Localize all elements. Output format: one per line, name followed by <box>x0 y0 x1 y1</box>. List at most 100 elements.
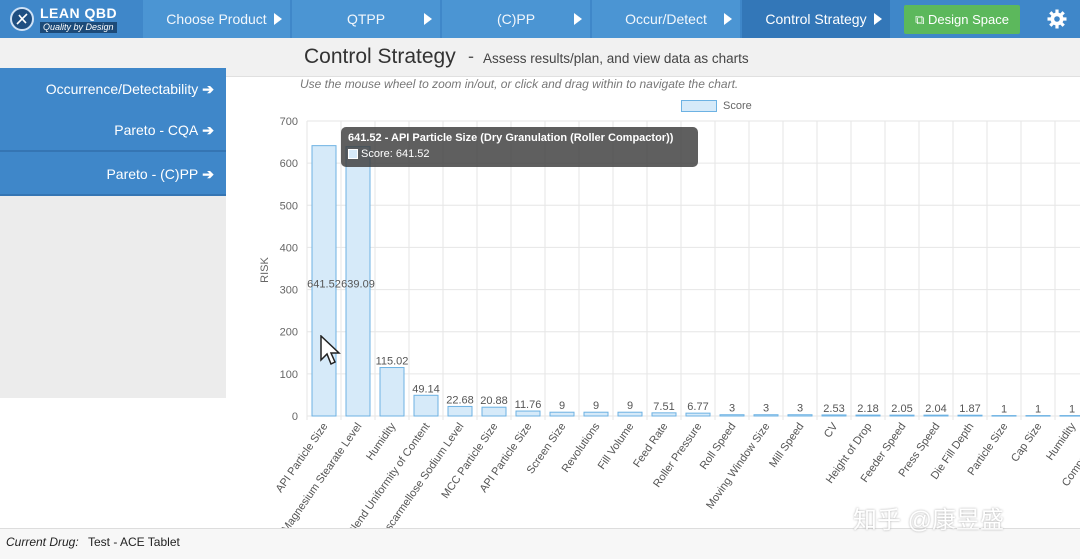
chevron-right-icon <box>424 13 432 25</box>
data-label: 3 <box>729 403 735 415</box>
bar[interactable] <box>957 414 983 417</box>
page-title-separator: - <box>468 46 474 66</box>
legend-swatch[interactable] <box>681 100 717 112</box>
logo-subtitle: Quality by Design <box>40 22 117 33</box>
gear-icon[interactable] <box>1046 8 1068 30</box>
bar[interactable] <box>1059 415 1080 417</box>
nav-step-cpp[interactable]: (C)PP <box>442 0 590 38</box>
data-label: 641.52 <box>307 278 341 290</box>
nav-step-label: Control Strategy <box>765 11 867 27</box>
page-header: Control Strategy - Assess results/plan, … <box>0 38 1080 77</box>
x-tick-label: Humidity <box>364 420 399 462</box>
nav-step-label: QTPP <box>346 11 386 27</box>
nav-step-label: (C)PP <box>496 11 536 27</box>
chevron-right-icon <box>874 13 882 25</box>
sidebar: Occurrence/Detectability ➔ Pareto - CQA ➔ … <box>0 68 226 398</box>
data-label: 7.51 <box>653 401 674 413</box>
y-tick-label: 400 <box>280 242 298 254</box>
bar[interactable] <box>447 405 473 417</box>
tooltip-title: 641.52 - API Particle Size (Dry Granulat… <box>348 132 674 144</box>
sidebar-item-label: Pareto - (C)PP <box>106 166 199 182</box>
sidebar-item-pareto-cpp[interactable]: Pareto - (C)PP ➔ <box>0 152 226 196</box>
chart-hint: Use the mouse wheel to zoom in/out, or c… <box>300 77 739 91</box>
sidebar-item-occurrence-detectability[interactable]: Occurrence/Detectability ➔ <box>0 68 226 110</box>
top-navbar: LEAN QBD Quality by Design Choose Produc… <box>0 0 1080 38</box>
data-label: 9 <box>593 400 599 412</box>
bar[interactable] <box>753 414 779 417</box>
nav-step-control-strategy[interactable]: Control Strategy <box>742 0 890 38</box>
x-tick-label: Moving Window Size <box>704 421 772 512</box>
tooltip-value: Score: 641.52 <box>361 148 430 160</box>
bar[interactable] <box>481 406 507 417</box>
design-space-button[interactable]: ⧉ Design Space <box>904 5 1020 34</box>
data-label: 2.18 <box>857 403 878 415</box>
data-label: 1 <box>1035 404 1041 416</box>
data-label: 9 <box>627 400 633 412</box>
bar[interactable] <box>787 414 813 417</box>
bar[interactable] <box>1025 415 1051 417</box>
data-label: 1.87 <box>959 403 980 415</box>
chart-tooltip: 641.52 - API Particle Size (Dry Granulat… <box>341 127 698 167</box>
x-tick-label: Humidity <box>1044 420 1079 462</box>
bar[interactable] <box>617 411 643 417</box>
data-label: 3 <box>797 403 803 415</box>
data-label: 49.14 <box>412 383 440 395</box>
nav-step-occur-detect[interactable]: Occur/Detect <box>592 0 740 38</box>
page-subtitle: Assess results/plan, and view data as ch… <box>483 51 749 66</box>
bar[interactable] <box>345 146 371 417</box>
bar[interactable] <box>719 414 745 417</box>
arrow-right-icon: ➔ <box>202 81 214 97</box>
watermark: 知乎 @康昱盛 <box>853 507 1005 534</box>
y-tick-label: 300 <box>280 285 298 297</box>
bar[interactable] <box>855 414 881 417</box>
bar[interactable] <box>821 414 847 417</box>
sidebar-item-label: Occurrence/Detectability <box>45 81 199 97</box>
logo-title: LEAN QBD <box>40 5 118 21</box>
chevron-right-icon <box>274 13 282 25</box>
bar[interactable] <box>549 411 575 417</box>
legend-label[interactable]: Score <box>723 100 752 112</box>
data-label: 2.05 <box>891 403 912 415</box>
y-tick-label: 600 <box>280 158 298 170</box>
app-logo[interactable]: LEAN QBD Quality by Design <box>6 4 136 34</box>
bar[interactable] <box>583 411 609 417</box>
bar[interactable] <box>379 367 405 417</box>
data-label: 1 <box>1001 404 1007 416</box>
data-label: 2.53 <box>823 403 844 415</box>
bar[interactable] <box>311 145 337 417</box>
logo-icon <box>10 7 34 31</box>
bar[interactable] <box>515 410 541 417</box>
design-space-label: Design Space <box>927 12 1009 27</box>
bar[interactable] <box>923 414 949 417</box>
y-tick-label: 100 <box>280 369 298 381</box>
data-label: 2.04 <box>925 403 946 415</box>
bar[interactable] <box>685 412 711 417</box>
external-link-icon: ⧉ <box>915 12 925 27</box>
sidebar-item-label: Pareto - CQA <box>114 122 199 138</box>
bar[interactable] <box>651 412 677 417</box>
data-label: 9 <box>559 400 565 412</box>
sidebar-item-pareto-cqa[interactable]: Pareto - CQA ➔ <box>0 108 226 152</box>
mouse-cursor-icon <box>320 335 341 366</box>
nav-step-label: Choose Product <box>166 11 267 27</box>
data-label: 22.68 <box>446 394 474 406</box>
data-label: 1 <box>1069 404 1075 416</box>
y-tick-label: 0 <box>292 411 298 423</box>
arrow-right-icon: ➔ <box>202 122 214 138</box>
x-tick-label: Mill Speed <box>767 421 806 470</box>
bar[interactable] <box>991 415 1017 417</box>
nav-step-choose-product[interactable]: Choose Product <box>143 0 290 38</box>
current-drug-label: Current Drug: <box>6 535 79 549</box>
data-label: 6.77 <box>687 401 708 413</box>
arrow-right-icon: ➔ <box>202 166 214 182</box>
chevron-right-icon <box>724 13 732 25</box>
footer: Current Drug: Test - ACE Tablet <box>0 528 1080 559</box>
bar[interactable] <box>889 414 915 417</box>
bar[interactable] <box>413 394 439 417</box>
data-label: 639.09 <box>341 279 375 291</box>
x-tick-label: CV <box>822 420 841 440</box>
y-tick-label: 500 <box>280 200 298 212</box>
y-axis-label: RISK <box>259 257 271 283</box>
nav-step-qtpp[interactable]: QTPP <box>292 0 440 38</box>
